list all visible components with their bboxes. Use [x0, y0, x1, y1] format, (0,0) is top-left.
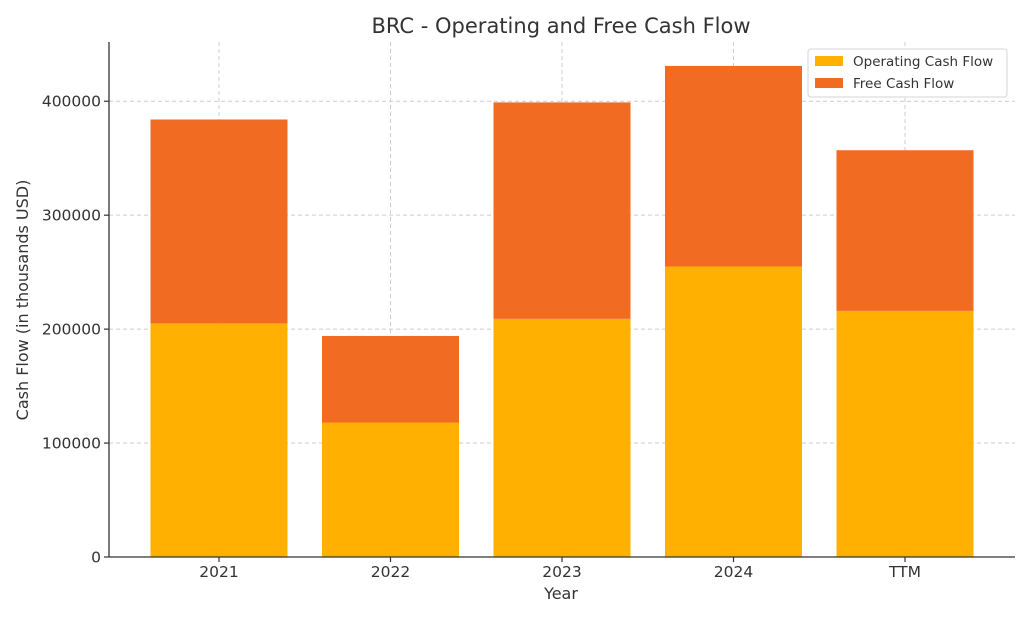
legend-label-operating-cash-flow: Operating Cash Flow — [853, 54, 993, 70]
y-tick-label: 0 — [91, 549, 101, 567]
y-tick-label: 200000 — [42, 321, 101, 339]
legend-label-free-cash-flow: Free Cash Flow — [853, 76, 954, 92]
bar-operating-cash-flow-2021 — [150, 323, 288, 557]
x-tick-label: TTM — [888, 563, 921, 581]
bars — [150, 65, 974, 557]
bar-free-cash-flow-2021 — [150, 119, 288, 324]
chart-title: BRC - Operating and Free Cash Flow — [371, 14, 750, 38]
y-tick-label: 400000 — [42, 93, 101, 111]
y-tick-label: 300000 — [42, 207, 101, 225]
bar-free-cash-flow-2023 — [493, 102, 631, 319]
x-tick-label: 2022 — [371, 563, 410, 581]
legend-swatch-free-cash-flow — [815, 78, 843, 88]
bar-free-cash-flow-ttm — [836, 150, 974, 311]
tick-labels: 0 100000 200000 300000 400000 2021 2022 2023 202… — [42, 93, 921, 581]
legend: Operating Cash Flow Free Cash Flow — [807, 48, 1008, 98]
bar-operating-cash-flow-2022 — [322, 422, 459, 557]
x-tick-label: 2021 — [199, 563, 238, 581]
legend-box — [807, 48, 1008, 98]
legend-swatch-operating-cash-flow — [815, 56, 843, 66]
x-axis-label: Year — [543, 584, 578, 603]
bar-operating-cash-flow-2023 — [493, 318, 631, 557]
bar-free-cash-flow-2024 — [665, 65, 802, 267]
bar-operating-cash-flow-2024 — [665, 266, 802, 557]
y-axis-label: Cash Flow (in thousands USD) — [13, 180, 32, 421]
x-tick-label: 2023 — [542, 563, 581, 581]
y-tick-label: 100000 — [42, 435, 101, 453]
bar-free-cash-flow-2022 — [322, 335, 459, 423]
bar-operating-cash-flow-ttm — [836, 310, 974, 557]
x-tick-label: 2024 — [714, 563, 753, 581]
